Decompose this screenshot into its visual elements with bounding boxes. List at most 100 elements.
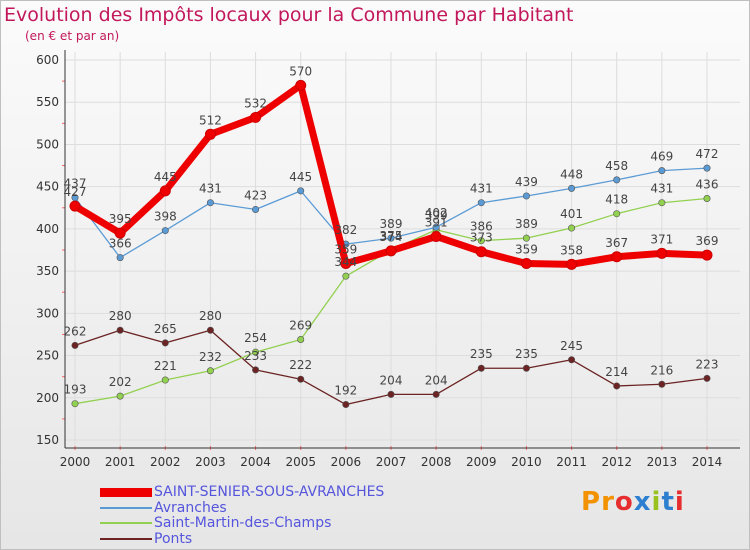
data-point [658, 380, 666, 388]
data-label: 233 [244, 349, 267, 363]
x-tick-label: 2014 [692, 455, 723, 469]
data-label: 344 [334, 255, 357, 269]
data-label: 458 [605, 159, 628, 173]
x-tick-label: 2004 [240, 455, 271, 469]
data-label: 445 [289, 170, 312, 184]
data-point [522, 192, 530, 200]
data-point [701, 249, 713, 261]
x-tick-label: 2008 [421, 455, 452, 469]
data-label: 389 [515, 217, 538, 231]
chart-subtitle: (en € et par an) [25, 29, 120, 43]
data-point [613, 176, 621, 184]
data-point [116, 392, 124, 400]
legend-label: Ponts [154, 530, 193, 547]
data-label: 280 [109, 309, 132, 323]
x-tick-label: 2012 [601, 455, 632, 469]
data-label: 431 [470, 182, 493, 196]
data-point [387, 390, 395, 398]
data-point [475, 246, 487, 258]
data-point [204, 128, 216, 140]
data-label: 395 [109, 212, 132, 226]
data-label: 445 [154, 170, 177, 184]
data-label: 245 [560, 339, 583, 353]
data-point [432, 390, 440, 398]
data-label: 235 [470, 347, 493, 361]
data-label: 216 [650, 363, 673, 377]
data-label: 235 [515, 347, 538, 361]
data-point [432, 223, 440, 231]
data-point [430, 230, 442, 242]
data-label: 439 [515, 175, 538, 189]
data-label: 265 [154, 322, 177, 336]
data-label: 448 [560, 167, 583, 181]
data-point [658, 167, 666, 175]
legend-item: SAINT-SENIER-SOUS-AVRANCHES [100, 484, 420, 500]
x-tick-label: 2003 [195, 455, 226, 469]
data-point [159, 185, 171, 197]
data-point [116, 326, 124, 334]
data-point [477, 364, 485, 372]
data-label: 359 [334, 243, 357, 257]
data-label: 359 [515, 243, 538, 257]
data-label: 221 [154, 359, 177, 373]
proxiti-logo: Proxiti [581, 487, 685, 517]
data-label: 391 [425, 215, 448, 229]
legend-item: Ponts [100, 531, 420, 547]
x-tick-label: 2002 [150, 455, 181, 469]
x-tick-label: 2007 [376, 455, 407, 469]
x-tick-label: 2000 [60, 455, 91, 469]
y-tick-label: 200 [36, 391, 59, 405]
data-label: 280 [199, 309, 222, 323]
data-label: 427 [64, 185, 87, 199]
legend-item: Saint-Martin-des-Champs [100, 515, 420, 531]
data-label: 367 [605, 236, 628, 250]
legend-item: Avranches [100, 500, 420, 516]
legend-swatch [100, 487, 152, 497]
data-label: 570 [289, 64, 312, 78]
data-point [703, 374, 711, 382]
x-tick-label: 2005 [285, 455, 316, 469]
legend-swatch [100, 506, 152, 509]
data-label: 398 [154, 210, 177, 224]
y-tick-label: 250 [36, 349, 59, 363]
data-label: 436 [696, 177, 719, 191]
data-label: 389 [380, 217, 403, 231]
data-point [116, 254, 124, 262]
data-point [161, 227, 169, 235]
data-label: 532 [244, 96, 267, 110]
x-tick-labels: 2000 2001 2002 2003 2004 2005 2006 2007 2008 2009… [60, 455, 723, 469]
y-tick-label: 350 [36, 264, 59, 278]
x-tick-label: 2013 [647, 455, 678, 469]
y-tick-label: 550 [36, 95, 59, 109]
data-point [206, 326, 214, 334]
y-tick-label: 600 [36, 53, 59, 67]
data-label: 366 [109, 237, 132, 251]
data-point [297, 336, 305, 344]
data-label: 418 [605, 193, 628, 207]
data-label: 204 [380, 373, 403, 387]
y-tick-label: 450 [36, 180, 59, 194]
data-point [520, 258, 532, 270]
legend-label: Avranches [154, 499, 227, 516]
data-point [658, 199, 666, 207]
data-point [342, 272, 350, 280]
data-point [161, 339, 169, 347]
data-label: 469 [650, 150, 673, 164]
grid [65, 52, 740, 446]
y-tick-labels: 150 200 250 300 350 400 450 500 550 600 [36, 53, 59, 447]
axes [62, 50, 740, 450]
data-point [69, 200, 81, 212]
y-tick-label: 150 [36, 433, 59, 447]
y-tick-label: 500 [36, 137, 59, 151]
data-point [387, 234, 395, 242]
data-point [342, 401, 350, 409]
data-label: 382 [334, 223, 357, 237]
data-label: 399 [425, 209, 448, 223]
x-tick-label: 2009 [466, 455, 497, 469]
data-point [522, 364, 530, 372]
data-point [206, 367, 214, 375]
data-label: 269 [289, 319, 312, 333]
data-label: 373 [470, 231, 493, 245]
